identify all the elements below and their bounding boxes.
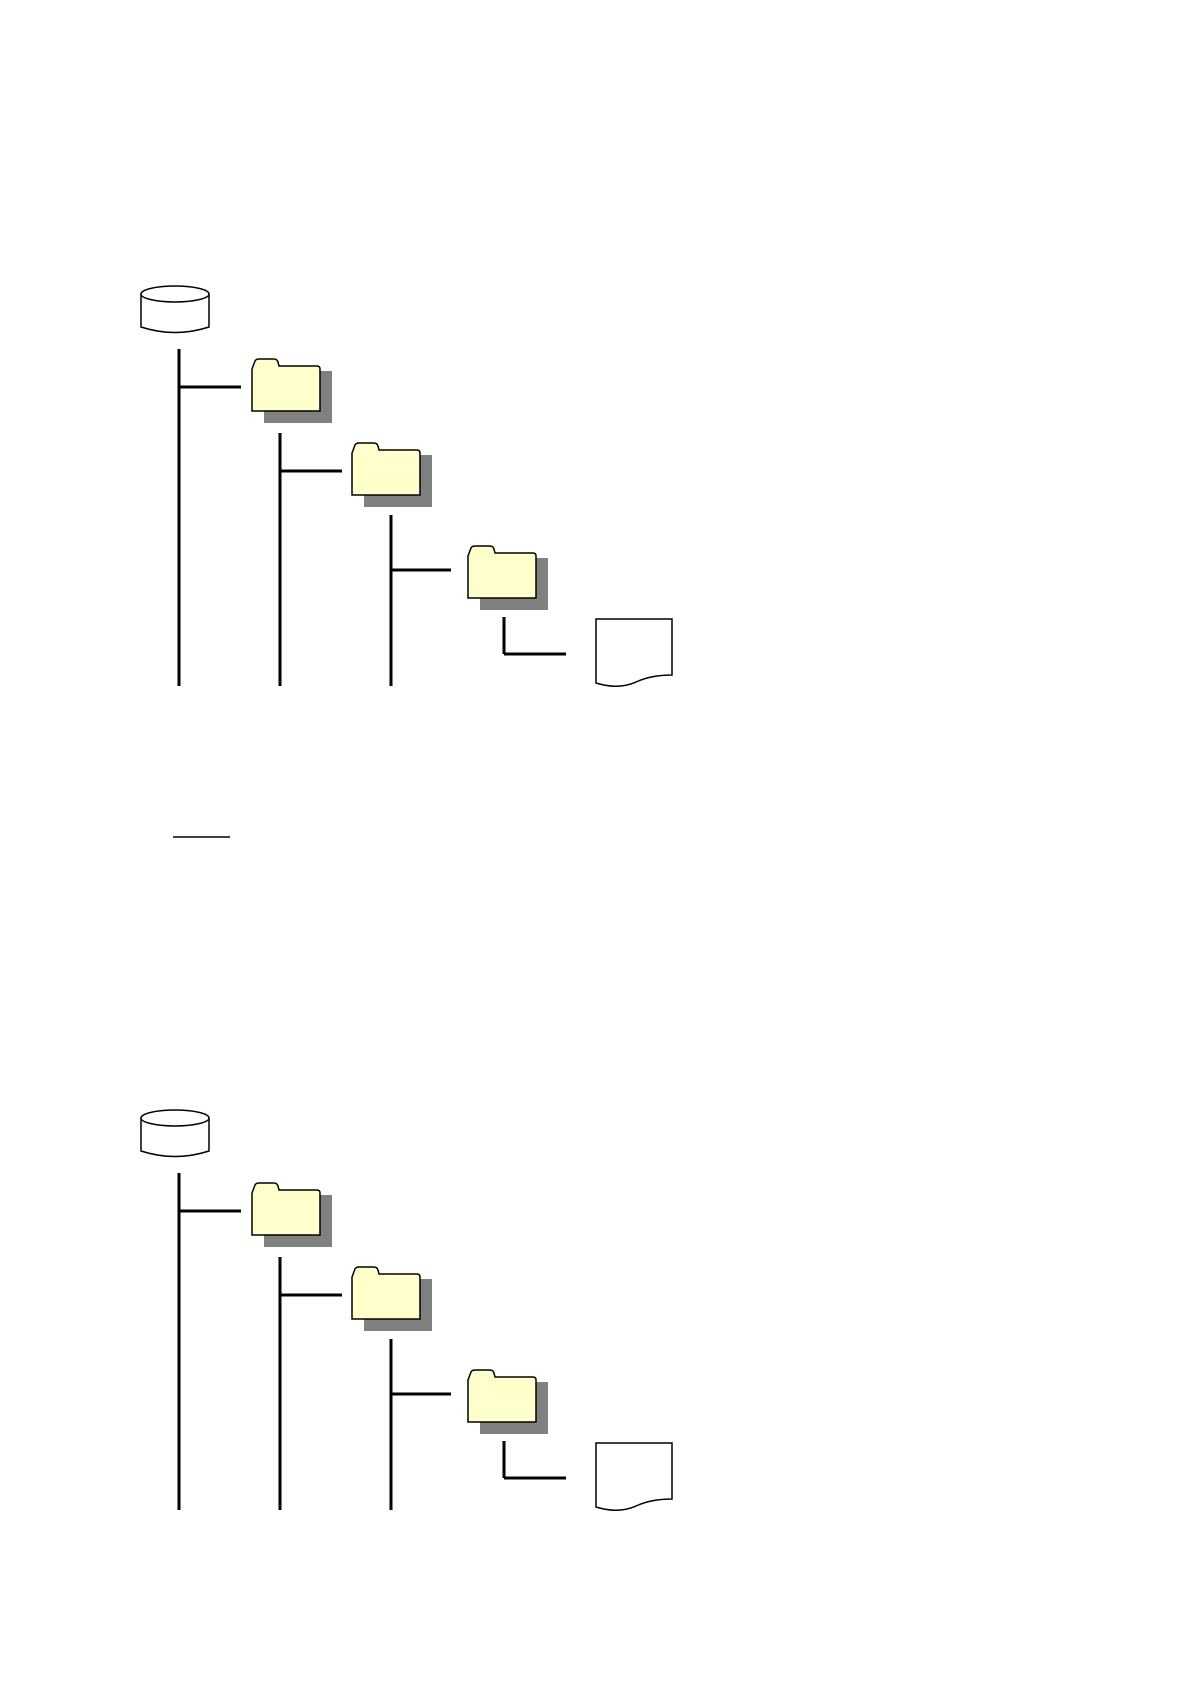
drive-body	[140, 1118, 210, 1158]
drive-icon	[140, 285, 210, 334]
folder-shape	[251, 1182, 321, 1236]
document-icon	[595, 1442, 673, 1511]
drive-top	[140, 285, 210, 303]
folder-icon	[467, 545, 548, 610]
folder-shape	[351, 1266, 421, 1320]
drive-top	[140, 1109, 210, 1127]
folder-icon	[467, 1369, 548, 1434]
folder-icon	[251, 1182, 332, 1247]
folder-tree-diagram	[140, 285, 673, 687]
drive-body	[140, 294, 210, 334]
folder-tree-diagram	[140, 1109, 673, 1511]
folder-shape	[251, 358, 321, 412]
folder-shape	[351, 442, 421, 496]
folder-shape	[467, 1369, 537, 1423]
drive-icon	[140, 1109, 210, 1158]
folder-shape	[467, 545, 537, 599]
document-icon	[595, 618, 673, 687]
folder-icon	[251, 358, 332, 423]
folder-icon	[351, 442, 432, 507]
folder-icon	[351, 1266, 432, 1331]
